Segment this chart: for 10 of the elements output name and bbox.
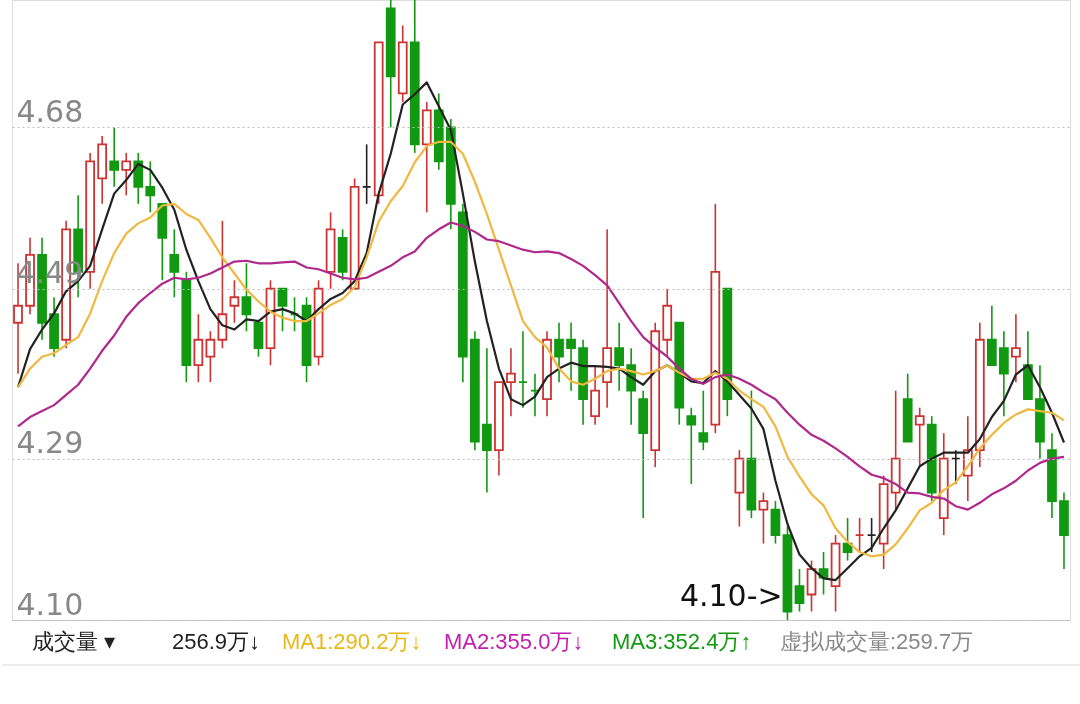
text: 256.9万↓ bbox=[172, 629, 261, 654]
text: MA2:355.0万↓ bbox=[444, 629, 584, 654]
text: MA1:290.2万↓ bbox=[282, 629, 422, 654]
y-tick-label: 4.68 bbox=[16, 93, 84, 129]
text: 成交量 ▾ bbox=[32, 629, 116, 654]
annotation: 4.10-> bbox=[679, 578, 783, 613]
text: 虚拟成交量:259.7万 bbox=[780, 629, 974, 654]
text: MA3:352.4万↑ bbox=[612, 629, 752, 654]
y-tick-label: 4.29 bbox=[16, 425, 84, 461]
y-tick-label: 4.10 bbox=[16, 586, 84, 622]
